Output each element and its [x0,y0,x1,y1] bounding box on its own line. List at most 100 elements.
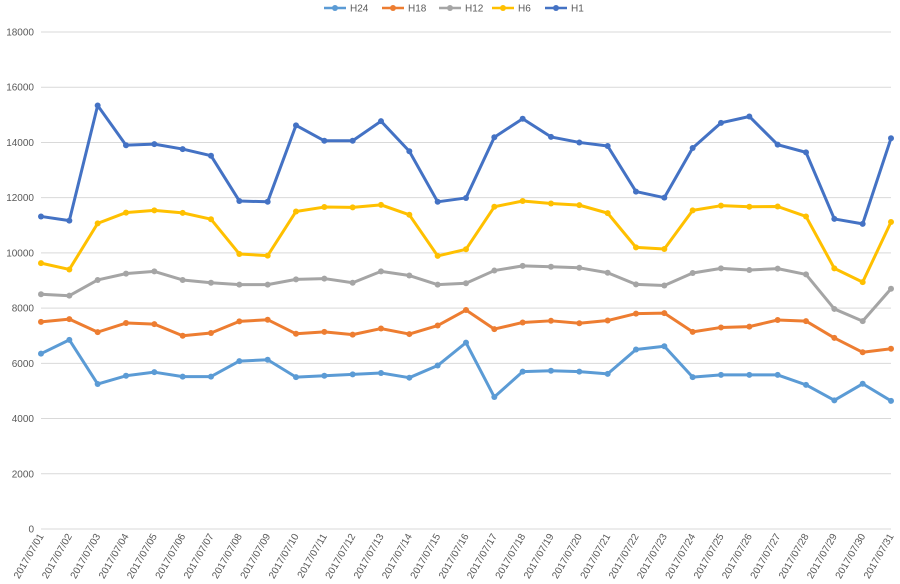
data-point [633,281,639,288]
data-point [293,374,299,381]
data-point [38,260,44,267]
data-point [661,194,668,201]
data-point [859,220,866,227]
data-point [378,201,384,208]
data-point [491,203,498,210]
data-point [151,268,158,275]
data-point [123,142,129,149]
legend-item-h12: H12 [439,4,484,15]
data-point [123,209,129,216]
data-point [718,265,724,272]
data-point [548,133,554,140]
data-point [434,281,441,288]
data-point [491,267,498,274]
data-point [66,336,73,343]
data-point [66,292,73,299]
data-point [236,358,243,365]
data-point [831,215,838,222]
data-point [208,329,214,336]
data-point [38,350,44,357]
data-point [349,137,356,144]
legend-item-h1: H1 [545,4,584,15]
data-point [38,291,44,298]
data-point [406,272,413,279]
data-point [633,244,639,251]
data-point [689,328,696,335]
data-point [491,134,498,141]
data-point [378,369,384,376]
data-point [888,285,894,292]
data-point [94,102,101,109]
series-line [39,308,893,354]
data-point [208,279,214,286]
data-point [689,374,696,381]
data-point [378,268,384,275]
data-point [859,279,866,286]
data-point [349,204,356,211]
data-point [831,265,838,272]
data-point [888,397,894,404]
y-tick-label: 4000 [12,414,35,425]
legend-item-h6: H6 [492,4,531,15]
data-point [576,368,583,375]
data-point [293,208,299,215]
y-tick-label: 2000 [12,469,35,480]
series-h24 [38,336,894,404]
data-point [604,269,611,276]
data-point [94,276,101,283]
data-point [633,346,639,353]
data-point [633,188,639,195]
data-point [406,211,413,218]
series-h1 [38,102,894,227]
data-point [689,144,696,151]
y-tick-label: 6000 [12,359,35,370]
data-point [604,317,611,324]
data-point [236,250,243,257]
legend: H24 H18 H12 H6 H1 [324,4,584,15]
y-tick-label: 12000 [6,193,34,204]
data-point [718,119,724,126]
legend-label: H1 [571,4,584,15]
legend-marker [500,5,506,11]
data-point [293,122,299,129]
data-point [831,334,838,341]
data-point [208,216,214,223]
data-point [179,276,186,283]
data-point [746,371,753,378]
data-point [321,137,328,144]
data-point [859,349,866,356]
data-point [633,310,639,317]
x-axis-tick-labels: 2017/07/012017/07/022017/07/032017/07/04… [12,532,897,581]
data-point [378,118,384,125]
data-point [463,339,469,346]
data-point [491,326,498,333]
legend-label: H24 [350,4,369,15]
data-point [293,330,299,337]
data-point [264,356,271,363]
legend-marker [332,5,338,11]
data-point [406,374,413,381]
data-point [548,263,554,270]
data-point [689,270,696,277]
data-point [689,207,696,214]
data-point [321,275,328,282]
data-point [519,368,526,375]
data-point [718,371,724,378]
y-tick-label: 0 [28,525,34,536]
series-h6 [38,197,894,286]
data-point [576,139,583,146]
data-point [179,146,186,153]
y-tick-label: 8000 [12,304,35,315]
data-point [576,264,583,271]
y-tick-label: 10000 [6,248,34,259]
data-point [746,323,753,330]
data-point [548,317,554,324]
data-point [888,345,894,352]
data-point [236,281,243,288]
series-line [39,338,893,403]
data-point [859,380,866,387]
data-point [548,200,554,207]
data-point [123,270,129,277]
data-point [151,321,158,328]
data-point [264,281,271,288]
